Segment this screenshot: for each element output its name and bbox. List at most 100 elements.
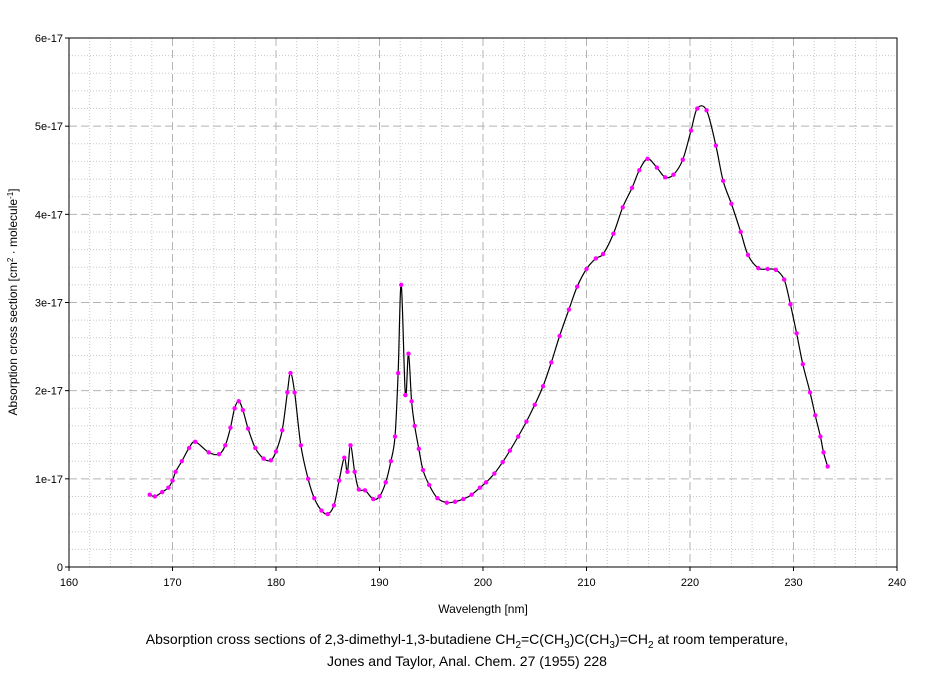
data-point xyxy=(420,467,426,473)
data-point xyxy=(720,178,726,184)
data-point xyxy=(383,480,388,485)
y-tick-label: 0 xyxy=(57,562,63,574)
data-point xyxy=(773,267,779,273)
data-point xyxy=(637,168,642,173)
x-tick-label: 170 xyxy=(163,577,181,589)
data-point xyxy=(166,485,171,490)
data-point xyxy=(818,434,823,439)
y-axis-label: Absorption cross section [cm2 · molecule… xyxy=(6,188,21,415)
major-gridlines xyxy=(69,38,897,567)
data-point xyxy=(348,443,353,448)
data-point xyxy=(532,402,537,407)
x-tick-label: 190 xyxy=(370,577,388,589)
data-point xyxy=(392,434,398,439)
y-tick-label: 3e-17 xyxy=(35,298,63,310)
data-point xyxy=(325,511,330,517)
data-point xyxy=(671,172,676,177)
x-tick-label: 160 xyxy=(60,577,78,589)
y-tick-label: 4e-17 xyxy=(35,209,63,221)
x-tick-label: 230 xyxy=(784,577,802,589)
data-point xyxy=(500,459,505,465)
data-point xyxy=(288,370,293,376)
data-point xyxy=(395,370,401,376)
data-point xyxy=(399,282,404,288)
data-point xyxy=(680,157,685,162)
data-point xyxy=(444,500,449,505)
data-point xyxy=(416,446,422,452)
data-point xyxy=(240,407,246,413)
data-point xyxy=(756,265,761,271)
data-point xyxy=(223,443,228,448)
data-point xyxy=(206,450,211,455)
absorption-spectrum-chart: 160 170 180 190 200 210 220 230 240 0 1e-17 2e-17 3… xyxy=(6,33,907,616)
data-point xyxy=(515,434,521,439)
y-tick-label: 2e-17 xyxy=(35,386,63,398)
data-point xyxy=(285,390,290,395)
data-layer xyxy=(147,105,830,517)
data-point xyxy=(524,419,529,424)
data-point xyxy=(193,439,198,444)
data-point xyxy=(147,492,152,497)
x-tick-label: 180 xyxy=(267,577,285,589)
data-point xyxy=(566,307,572,312)
data-point xyxy=(216,451,222,457)
data-point xyxy=(245,426,251,431)
data-point xyxy=(688,128,694,133)
data-point xyxy=(236,399,241,404)
data-point xyxy=(305,476,311,482)
y-tick-label: 6e-17 xyxy=(35,33,63,45)
data-point xyxy=(268,458,274,463)
data-point xyxy=(336,478,342,483)
data-point xyxy=(426,482,432,488)
data-point xyxy=(825,464,830,469)
data-point xyxy=(483,480,489,485)
data-point xyxy=(654,165,660,170)
data-point xyxy=(409,399,414,404)
data-point xyxy=(695,106,700,111)
data-point xyxy=(435,496,440,501)
data-point xyxy=(540,384,546,389)
data-point xyxy=(261,456,266,461)
x-tick-label: 220 xyxy=(681,577,699,589)
data-point xyxy=(584,266,589,272)
data-point xyxy=(152,494,158,499)
data-point xyxy=(492,471,497,476)
x-axis-label: Wavelength [nm] xyxy=(438,602,528,616)
x-tick-label: 200 xyxy=(474,577,492,589)
data-point xyxy=(412,423,417,429)
data-point xyxy=(253,445,258,451)
data-point xyxy=(704,108,709,113)
data-point xyxy=(477,485,483,490)
data-point xyxy=(292,390,297,395)
data-point xyxy=(593,256,599,261)
data-point xyxy=(186,445,192,451)
y-axis: 0 1e-17 2e-17 3e-17 4e-17 5e-17 6e-17 xyxy=(35,33,69,574)
data-point xyxy=(794,331,799,336)
data-point xyxy=(738,229,743,235)
data-point xyxy=(352,469,357,474)
data-point xyxy=(781,277,787,282)
data-point xyxy=(342,455,347,460)
data-point xyxy=(807,390,813,395)
data-point xyxy=(611,231,616,236)
data-point xyxy=(662,175,668,180)
data-point xyxy=(788,302,793,307)
data-point xyxy=(232,406,237,411)
y-tick-label: 5e-17 xyxy=(35,121,63,133)
data-point xyxy=(629,185,635,191)
data-point xyxy=(170,478,175,483)
data-point xyxy=(312,496,317,501)
chart-caption-line2: Jones and Taylor, Anal. Chem. 27 (1955) … xyxy=(327,653,607,669)
data-point xyxy=(331,503,337,508)
data-point xyxy=(273,449,279,454)
data-point xyxy=(452,499,458,504)
data-point xyxy=(298,443,304,448)
data-point xyxy=(469,492,474,497)
data-point xyxy=(821,450,826,455)
data-point xyxy=(574,284,580,289)
data-point xyxy=(461,496,466,502)
data-point xyxy=(507,448,513,453)
data-point xyxy=(713,143,719,148)
data-point xyxy=(173,469,178,474)
